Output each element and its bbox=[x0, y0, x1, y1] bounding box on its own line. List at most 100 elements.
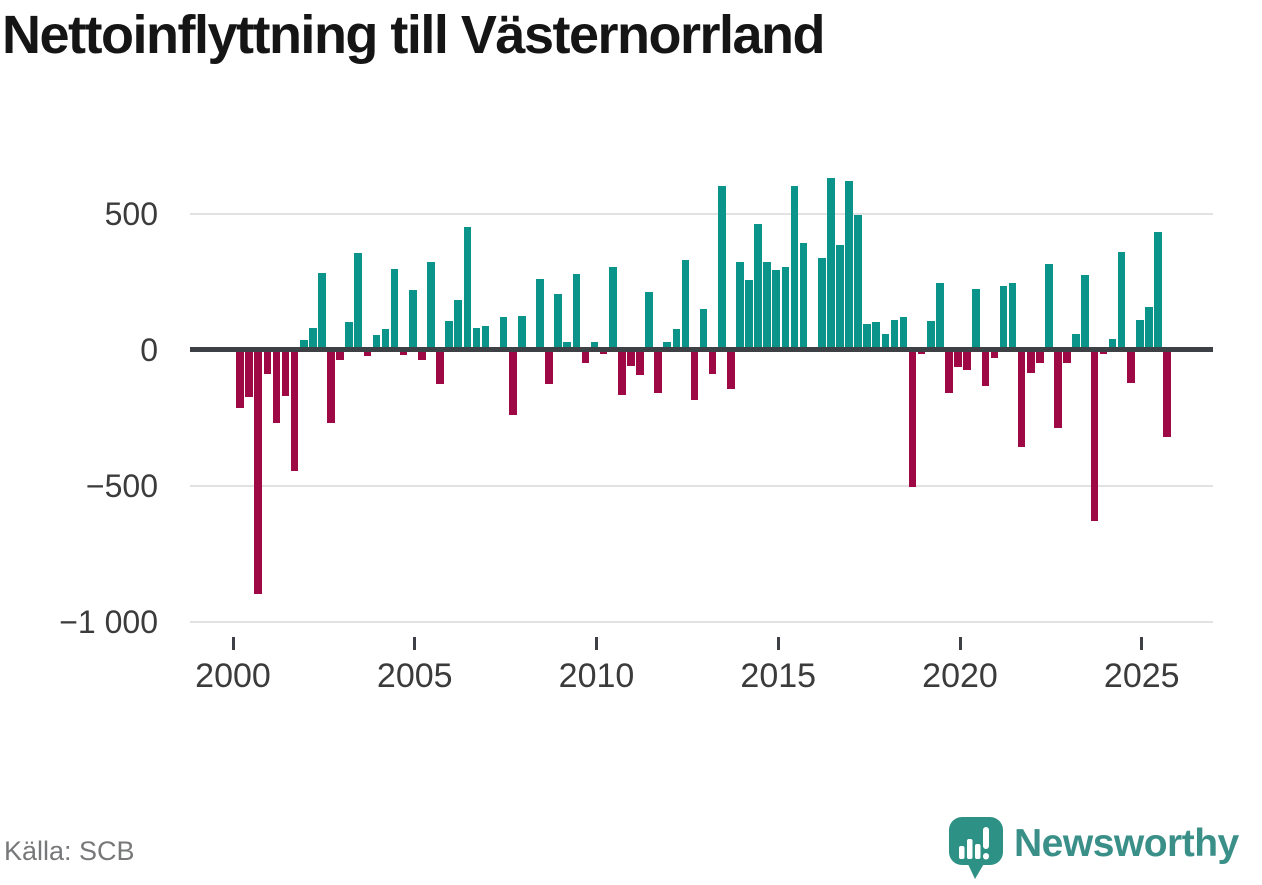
bar-2025-Q2 bbox=[1154, 231, 1162, 350]
bar-2008-Q3 bbox=[545, 349, 553, 384]
x-tick-2025 bbox=[1140, 637, 1144, 650]
bar-2007-Q4 bbox=[518, 315, 526, 350]
gridline--500 bbox=[190, 484, 1213, 487]
x-tick-2010 bbox=[595, 637, 598, 650]
bar-2019-Q1 bbox=[926, 320, 935, 350]
bar-2014-Q1 bbox=[745, 279, 753, 350]
bar-2020-Q3 bbox=[981, 349, 990, 387]
bar-2022-Q3 bbox=[1054, 349, 1062, 428]
bar-2017-Q4 bbox=[881, 333, 890, 350]
bar-2019-Q2 bbox=[936, 283, 944, 350]
bar-2004-Q1 bbox=[381, 329, 390, 350]
bar-2012-Q1 bbox=[672, 328, 681, 350]
bar-2022-Q1 bbox=[1036, 349, 1044, 364]
y-axis-label--500: −500 bbox=[85, 467, 158, 504]
bar-2000-Q1 bbox=[236, 349, 244, 408]
newsworthy-logo[interactable]: Newsworthy bbox=[948, 816, 1260, 879]
bar-2016-Q4 bbox=[845, 180, 853, 350]
bar-2004-Q4 bbox=[408, 290, 417, 350]
bar-2025-Q1 bbox=[1145, 307, 1153, 350]
bar-2024-Q1 bbox=[1108, 338, 1117, 350]
bar-2009-Q1 bbox=[563, 342, 572, 350]
bar-2002-Q2 bbox=[318, 273, 326, 350]
bar-2002-Q1 bbox=[309, 327, 317, 350]
bar-2007-Q3 bbox=[508, 349, 517, 415]
x-tick-2000 bbox=[231, 637, 235, 650]
bar-2018-Q2 bbox=[899, 317, 908, 350]
chart-title: Nettoinflyttning till Västernorrland bbox=[2, 5, 826, 65]
bar-2012-Q4 bbox=[699, 309, 708, 350]
bar-2014-Q4 bbox=[772, 269, 781, 350]
bar-2001-Q4 bbox=[299, 339, 308, 350]
bar-2009-Q4 bbox=[590, 341, 599, 350]
bar-2015-Q3 bbox=[799, 243, 808, 350]
x-axis-label-2020: 2020 bbox=[922, 657, 998, 695]
bar-2011-Q2 bbox=[645, 291, 653, 350]
bar-2013-Q1 bbox=[708, 349, 717, 374]
bar-2020-Q2 bbox=[972, 288, 981, 350]
bar-2023-Q1 bbox=[1072, 333, 1080, 350]
bar-2024-Q3 bbox=[1126, 349, 1135, 383]
bar-2006-Q1 bbox=[454, 300, 462, 350]
y-axis-label--1000: −1 000 bbox=[59, 603, 158, 640]
bar-2006-Q2 bbox=[463, 227, 472, 350]
y-axis-label-500: 500 bbox=[104, 195, 158, 232]
bar-2014-Q3 bbox=[763, 262, 771, 350]
bar-2004-Q2 bbox=[390, 269, 399, 350]
bar-2011-Q3 bbox=[654, 349, 662, 394]
bar-2016-Q2 bbox=[827, 178, 835, 350]
bar-2006-Q4 bbox=[481, 325, 490, 350]
bar-2012-Q3 bbox=[690, 349, 699, 400]
bar-2025-Q3 bbox=[1163, 349, 1171, 438]
bar-2010-Q2 bbox=[608, 267, 617, 350]
bar-2015-Q2 bbox=[790, 186, 799, 350]
bar-2001-Q2 bbox=[281, 349, 290, 396]
source-note: Källa: SCB bbox=[4, 836, 135, 866]
bar-2021-Q1 bbox=[999, 285, 1008, 350]
x-axis-label-2015: 2015 bbox=[740, 657, 817, 695]
plot-area: 500 0 −500 −1 000 2000 2005 2010 2015 2020 2025 bbox=[59, 178, 1213, 695]
bar-2016-Q1 bbox=[817, 258, 826, 350]
bar-2020-Q1 bbox=[963, 349, 971, 371]
bar-2021-Q3 bbox=[1017, 349, 1026, 448]
bar-2002-Q3 bbox=[327, 349, 335, 423]
bar-2010-Q4 bbox=[627, 349, 635, 366]
bar-2024-Q2 bbox=[1117, 251, 1126, 350]
bar-2001-Q3 bbox=[290, 349, 299, 471]
bar-2003-Q3 bbox=[363, 349, 372, 357]
bar-2000-Q2 bbox=[245, 349, 253, 398]
bar-2005-Q2 bbox=[427, 262, 435, 350]
bar-2013-Q4 bbox=[736, 262, 744, 350]
bar-2009-Q2 bbox=[572, 273, 581, 350]
bar-2024-Q4 bbox=[1136, 319, 1144, 350]
bar-2019-Q3 bbox=[945, 349, 953, 394]
x-tick-2005 bbox=[413, 637, 417, 650]
x-axis-label-2000: 2000 bbox=[195, 657, 271, 695]
bar-2003-Q1 bbox=[345, 322, 353, 350]
bar-2017-Q3 bbox=[872, 322, 881, 350]
bar-2006-Q3 bbox=[472, 328, 481, 350]
bar-2018-Q1 bbox=[890, 320, 899, 350]
bar-2005-Q1 bbox=[418, 349, 426, 361]
newsworthy-speech-bubble-chart-icon bbox=[948, 816, 1006, 885]
newsworthy-wordmark: Newsworthy bbox=[1014, 822, 1239, 865]
zero-axis-line bbox=[190, 347, 1213, 352]
bar-2008-Q4 bbox=[554, 294, 562, 350]
bar-2004-Q3 bbox=[399, 349, 408, 355]
bar-2000-Q3 bbox=[254, 349, 263, 595]
bar-2023-Q2 bbox=[1081, 274, 1090, 350]
bar-2003-Q4 bbox=[372, 334, 381, 350]
bar-2005-Q3 bbox=[436, 349, 444, 385]
bar-2011-Q1 bbox=[636, 349, 644, 375]
bar-2012-Q2 bbox=[681, 260, 690, 350]
bar-2009-Q3 bbox=[581, 349, 590, 363]
bar-2021-Q4 bbox=[1026, 349, 1035, 374]
gridline--1000 bbox=[190, 620, 1213, 623]
bar-2013-Q3 bbox=[727, 349, 735, 389]
bar-2000-Q4 bbox=[263, 349, 272, 374]
bar-2010-Q3 bbox=[617, 349, 626, 395]
bar-2022-Q2 bbox=[1045, 263, 1053, 350]
bar-2016-Q3 bbox=[836, 245, 844, 350]
bar-2008-Q2 bbox=[536, 278, 544, 350]
